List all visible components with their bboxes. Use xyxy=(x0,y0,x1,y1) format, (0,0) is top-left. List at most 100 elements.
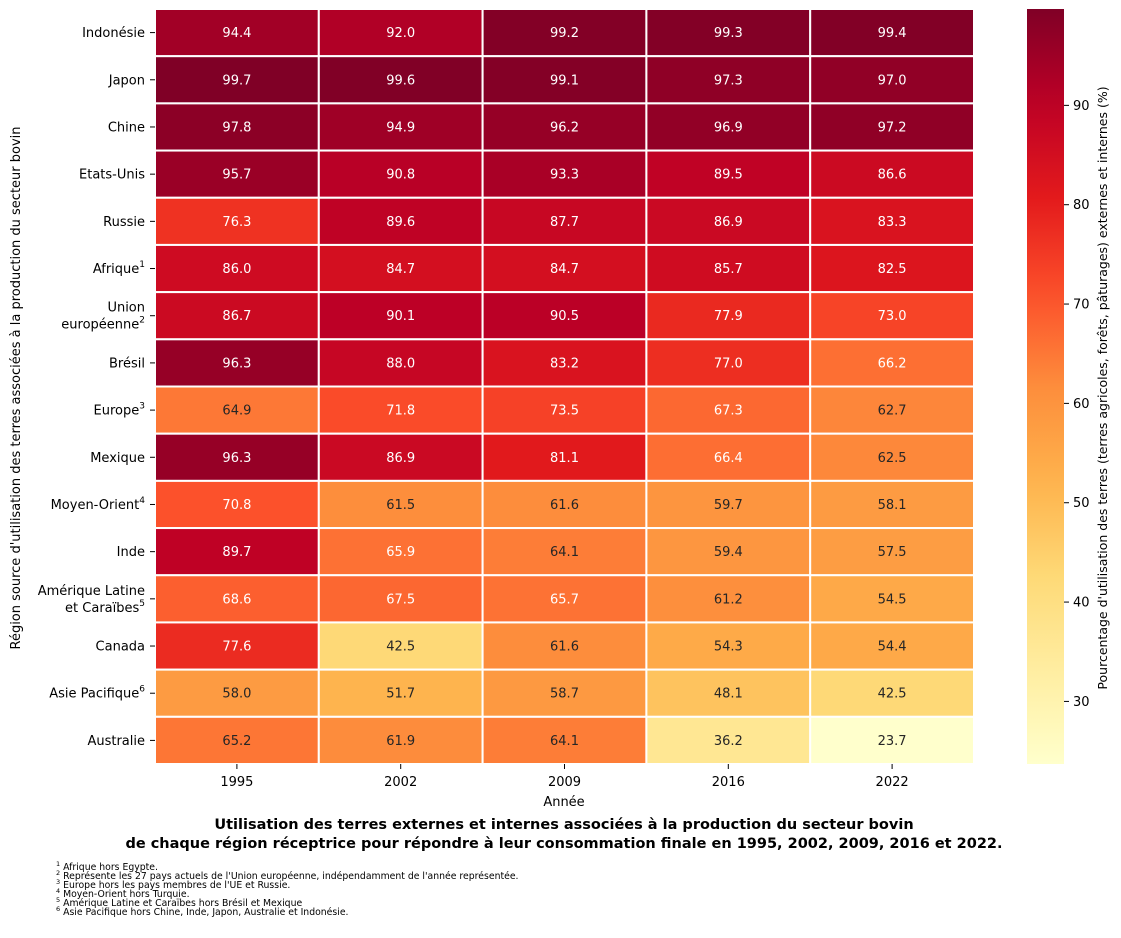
heatmap-cell xyxy=(317,243,484,294)
cell-value-label: 59.4 xyxy=(714,545,743,560)
cell-value-label: 54.3 xyxy=(714,640,743,655)
cell-value-label: 86.6 xyxy=(878,168,907,183)
cell-value-label: 86.9 xyxy=(714,215,743,230)
cell-value-label: 42.5 xyxy=(386,640,415,655)
y-tick-label: Asie Pacifique6 xyxy=(49,685,145,702)
colorbar-tick-label: 60 xyxy=(1073,397,1090,412)
colorbar-label: Pourcentage d'utilisation des terres (te… xyxy=(1095,86,1110,689)
cell-value-label: 88.0 xyxy=(386,356,415,371)
heatmap-cell xyxy=(809,432,976,482)
cell-value-label: 94.9 xyxy=(386,120,415,135)
cell-value-label: 65.7 xyxy=(550,592,579,607)
cell-value-label: 97.0 xyxy=(878,73,907,88)
colorbar-tick-label: 50 xyxy=(1073,496,1090,511)
y-tick-label: Japon xyxy=(108,73,145,88)
heatmap-cell xyxy=(481,668,648,718)
colorbar-gradient xyxy=(1027,9,1064,764)
heatmap-cell xyxy=(809,149,976,199)
y-tick-label: Inde xyxy=(117,545,145,560)
footnote-3: 3 Europe hors les pays membres de l'UE e… xyxy=(56,878,291,892)
y-tick-label: Union xyxy=(107,301,145,316)
cell-value-label: 23.7 xyxy=(878,734,907,749)
y-tick-label: Moyen-Orient4 xyxy=(51,496,146,513)
y-tick-label: et Caraïbes5 xyxy=(65,599,145,616)
cell-value-label: 77.0 xyxy=(714,356,743,371)
heatmap-cell xyxy=(154,432,320,482)
chart-title-line-1: Utilisation des terres externes et inter… xyxy=(214,817,913,833)
cell-value-label: 83.3 xyxy=(878,215,907,230)
footnotes: 1 Afrique hors Egypte. 2 Représente les … xyxy=(56,861,519,919)
cell-value-label: 90.5 xyxy=(550,309,579,324)
cell-value-label: 89.7 xyxy=(222,545,251,560)
heatmap-cell xyxy=(645,527,812,577)
heatmap-cell xyxy=(154,479,320,530)
cell-value-label: 70.8 xyxy=(222,498,251,513)
y-tick-label: Chine xyxy=(108,120,145,135)
row-labels: Indonésie Japon Chine Etats-Unis Russie Afriq… xyxy=(38,26,155,749)
cell-value-label: 62.7 xyxy=(878,404,907,419)
cell-value-label: 97.3 xyxy=(714,73,743,88)
y-tick-label: européenne2 xyxy=(61,316,145,333)
cell-value-label: 61.6 xyxy=(550,498,579,513)
cell-value-label: 82.5 xyxy=(878,262,907,277)
heatmap-cell xyxy=(317,621,484,671)
heatmap-cell xyxy=(317,102,484,152)
y-tick-label: Russie xyxy=(103,215,145,230)
footnote-5: 5 Amérique Latine et Caraïbes hors Brési… xyxy=(56,896,303,910)
heatmap-cell xyxy=(154,291,320,341)
cell-value-label: 65.2 xyxy=(222,734,251,749)
cell-value-label: 95.7 xyxy=(222,168,251,183)
heatmap-cell xyxy=(809,479,976,530)
cell-value-label: 61.6 xyxy=(550,640,579,655)
heatmap-cell xyxy=(645,479,812,530)
cell-value-label: 62.5 xyxy=(878,451,907,466)
cell-value-label: 96.3 xyxy=(222,451,251,466)
cell-value-label: 90.1 xyxy=(386,309,415,324)
cell-value-label: 83.2 xyxy=(550,356,579,371)
cell-value-label: 71.8 xyxy=(386,404,415,419)
cell-value-label: 66.2 xyxy=(878,356,907,371)
cell-value-label: 99.3 xyxy=(714,26,743,41)
heatmap-cell xyxy=(317,149,484,199)
footnote-6: 6 Asie Pacifique hors Chine, Inde, Japon… xyxy=(56,905,349,919)
heatmap-cell xyxy=(809,385,976,435)
y-tick-label: Brésil xyxy=(109,356,145,371)
cell-value-label: 99.6 xyxy=(386,73,415,88)
y-tick-label: Etats-Unis xyxy=(79,168,145,183)
heatmap-cell xyxy=(154,338,320,388)
heatmap-cell xyxy=(645,102,812,152)
heatmap-cell xyxy=(481,715,648,765)
cell-value-label: 96.9 xyxy=(714,120,743,135)
cell-value-label: 67.3 xyxy=(714,404,743,419)
heatmap-cell xyxy=(481,196,648,246)
cell-value-label: 84.7 xyxy=(550,262,579,277)
heatmap-cell xyxy=(809,668,976,718)
cell-value-label: 36.2 xyxy=(714,734,743,749)
heatmap-cell xyxy=(317,8,484,58)
cell-value-label: 76.3 xyxy=(222,215,251,230)
cell-value-label: 94.4 xyxy=(222,26,251,41)
cell-value-label: 93.3 xyxy=(550,168,579,183)
heatmap-cell xyxy=(317,338,484,388)
cell-value-label: 96.3 xyxy=(222,356,251,371)
heatmap-cells: 94.4 92.0 99.2 99.3 99.4 99.7 99.6 99.1 97.3 97.0… xyxy=(154,8,976,765)
cell-value-label: 97.8 xyxy=(222,120,251,135)
cell-value-label: 97.2 xyxy=(878,120,907,135)
x-tick-label: 2016 xyxy=(712,775,745,790)
heatmap-cell xyxy=(317,385,484,435)
heatmap-cell xyxy=(481,243,648,294)
heatmap-cell xyxy=(809,55,976,105)
heatmap-cell xyxy=(645,432,812,482)
column-labels: 1995 2002 2009 2016 2022 xyxy=(220,764,909,790)
cell-value-label: 54.4 xyxy=(878,640,907,655)
cell-value-label: 73.0 xyxy=(878,309,907,324)
colorbar-tick-label: 40 xyxy=(1073,596,1090,611)
heatmap-cell xyxy=(481,621,648,671)
x-tick-label: 2009 xyxy=(548,775,581,790)
cell-value-label: 57.5 xyxy=(878,545,907,560)
cell-value-label: 92.0 xyxy=(386,26,415,41)
y-tick-label: Australie xyxy=(87,734,145,749)
colorbar-tick-label: 30 xyxy=(1073,695,1090,710)
heatmap-cell xyxy=(481,432,648,482)
cell-value-label: 64.9 xyxy=(222,404,251,419)
